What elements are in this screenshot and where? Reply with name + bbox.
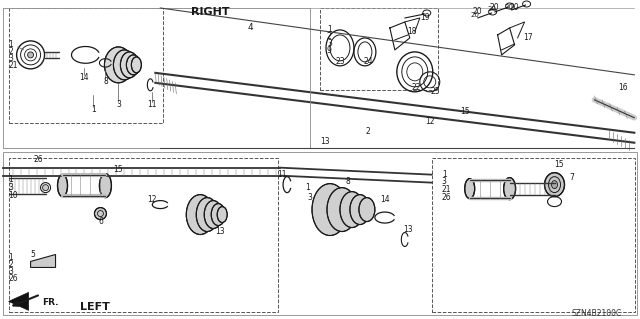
Text: 8: 8 [103,77,108,86]
Text: 14: 14 [79,73,90,82]
Text: 20: 20 [490,4,499,12]
Text: 21: 21 [8,61,18,70]
Text: 1: 1 [442,170,447,179]
Ellipse shape [211,204,225,226]
Text: SZN4B2100C: SZN4B2100C [572,309,621,318]
Text: 3: 3 [116,100,121,109]
Text: 2: 2 [365,127,371,136]
Ellipse shape [104,47,132,83]
Text: 18: 18 [407,27,417,36]
Ellipse shape [204,201,222,228]
Text: 15: 15 [555,160,564,169]
Ellipse shape [113,50,136,80]
Text: 12: 12 [148,195,157,204]
Text: 2: 2 [8,48,13,56]
Ellipse shape [28,52,33,58]
Text: 5: 5 [30,250,35,259]
Ellipse shape [43,185,49,191]
Text: 3: 3 [327,40,332,48]
Text: 8: 8 [346,177,350,186]
Text: 1: 1 [8,175,13,184]
Text: 21: 21 [442,185,451,194]
Text: 3: 3 [8,267,13,276]
Polygon shape [8,293,29,310]
Text: 3: 3 [308,193,312,202]
Bar [8,8,163,123]
Text: 24: 24 [363,57,372,66]
Ellipse shape [359,197,375,222]
Text: 9: 9 [327,46,332,56]
Text: 14: 14 [380,195,390,204]
Text: RIGHT: RIGHT [191,7,230,17]
Text: 20: 20 [470,12,479,18]
Text: 7: 7 [569,173,574,182]
Text: 1: 1 [327,26,332,34]
Ellipse shape [327,188,357,232]
Text: 1: 1 [91,105,96,114]
Ellipse shape [465,179,475,199]
Text: 17: 17 [523,33,532,42]
Ellipse shape [186,195,214,234]
Ellipse shape [312,184,348,235]
Ellipse shape [340,192,364,227]
Text: FR.: FR. [43,298,59,307]
Text: 16: 16 [619,83,628,92]
Text: 13: 13 [216,227,225,236]
Text: 10: 10 [8,191,19,200]
Bar [432,158,636,312]
Text: 20: 20 [504,4,513,10]
Text: 1: 1 [8,41,13,49]
Ellipse shape [58,174,67,197]
Text: 6: 6 [98,217,103,226]
Text: 26: 26 [8,274,19,283]
Text: 2: 2 [327,33,332,41]
Ellipse shape [120,52,138,78]
Ellipse shape [545,173,564,197]
Text: 2: 2 [8,260,13,269]
Ellipse shape [504,178,516,200]
Text: 3: 3 [8,183,13,192]
Text: 3: 3 [8,54,13,63]
Text: 23: 23 [335,57,345,66]
Text: 25: 25 [431,87,440,96]
Ellipse shape [131,57,141,73]
Text: 20: 20 [510,4,520,12]
Text: 15: 15 [113,165,124,174]
Polygon shape [31,255,56,267]
Bar [320,8,438,90]
Ellipse shape [196,197,218,232]
Text: LEFT: LEFT [81,302,110,312]
Bar [8,158,278,312]
Text: 11: 11 [148,100,157,109]
Text: 4: 4 [247,23,253,33]
Text: 1: 1 [306,183,310,192]
Text: 13: 13 [403,225,413,234]
Text: 15: 15 [460,107,470,116]
Text: 26: 26 [34,155,44,164]
Text: 19: 19 [420,13,429,22]
Ellipse shape [217,207,227,223]
Text: 1: 1 [8,253,13,262]
Ellipse shape [350,195,370,225]
Text: 12: 12 [425,117,435,126]
Ellipse shape [95,208,106,219]
Text: 13: 13 [320,137,330,146]
Text: 3: 3 [442,177,447,186]
Text: 26: 26 [442,193,451,202]
Text: 20: 20 [473,7,483,17]
Text: 11: 11 [277,170,287,179]
Ellipse shape [99,174,111,197]
Ellipse shape [126,55,140,75]
Ellipse shape [552,181,557,189]
Text: 20: 20 [487,6,496,12]
Bar [3,152,637,315]
Text: 22: 22 [411,83,420,92]
